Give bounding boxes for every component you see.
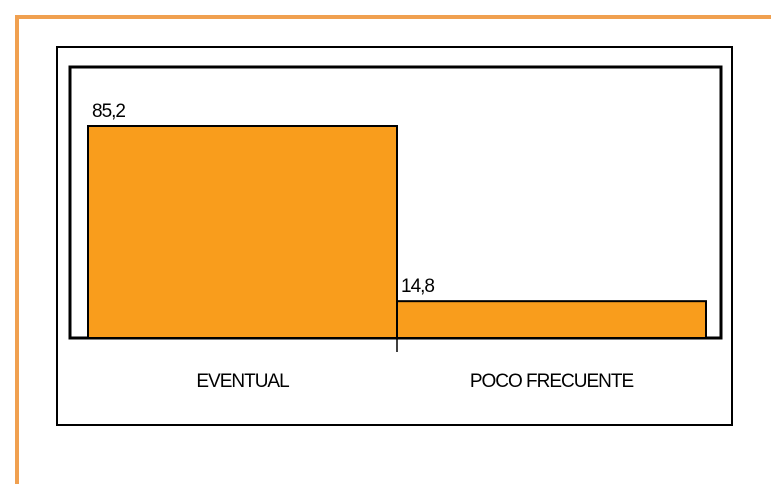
chart-box [56, 46, 733, 426]
data-label: 85,2 [92, 101, 125, 122]
x-tick-label: EVENTUAL [196, 371, 289, 392]
bar [396, 300, 707, 339]
x-tick-label: POCO FRECUENTE [470, 371, 634, 392]
data-label: 14,8 [401, 276, 434, 297]
bar [87, 125, 398, 339]
